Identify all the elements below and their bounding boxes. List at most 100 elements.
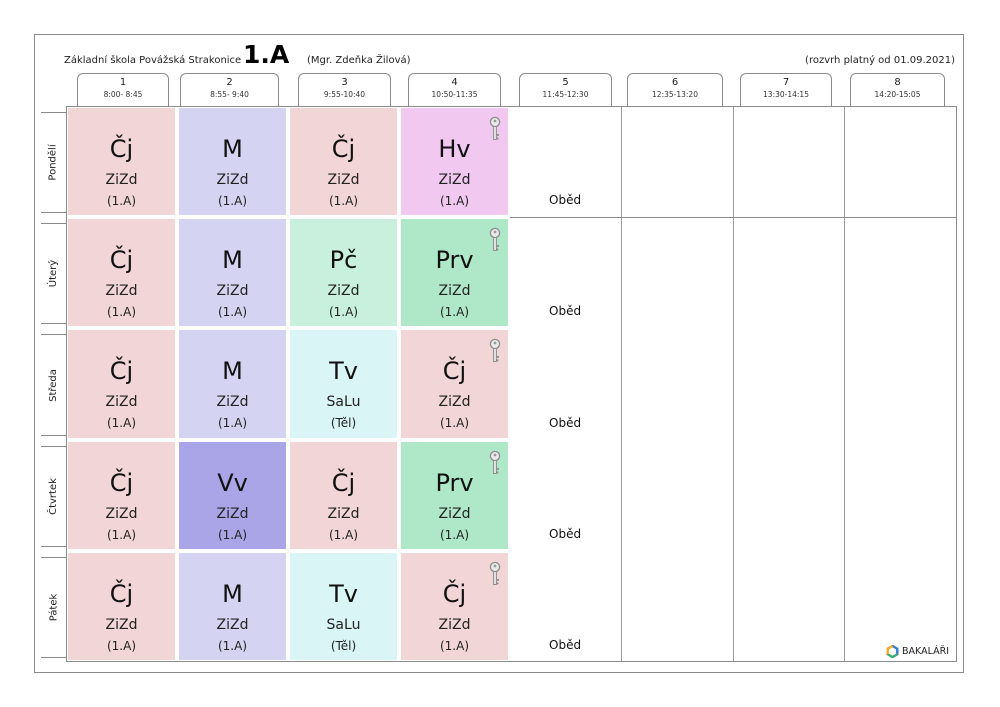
lesson-group: (1.A) <box>328 305 359 319</box>
period-tab-8: 8 14:20-15:05 <box>850 73 945 107</box>
lesson-subject: Prv <box>435 246 474 274</box>
validity-date: (rozvrh platný od 01.09.2021) <box>805 55 955 66</box>
lesson-cell[interactable]: Prv ZiZd (1.A) <box>401 442 508 549</box>
lesson-group: (1.A) <box>439 639 470 653</box>
row-divider <box>510 217 957 218</box>
period-time: 8:00- 8:45 <box>103 90 143 99</box>
lesson-group: (1.A) <box>328 528 359 542</box>
day-tab-edge <box>41 334 66 335</box>
period-time: 12:35-13:20 <box>652 90 698 99</box>
lesson-group: (1.A) <box>106 528 137 542</box>
lesson-teacher: ZiZd <box>438 394 471 410</box>
lesson-subject: Hv <box>438 135 471 163</box>
lesson-group: (1.A) <box>217 416 248 430</box>
period-time: 9:55-10:40 <box>323 90 366 99</box>
lesson-subject: Prv <box>435 469 474 497</box>
day-tab-edge <box>41 223 66 224</box>
lesson-cell[interactable]: Čj ZiZd (1.A) <box>290 442 397 549</box>
lesson-subject: Čj <box>109 469 134 497</box>
lesson-teacher: ZiZd <box>216 172 249 188</box>
lesson-subject: Vv <box>217 469 248 497</box>
day-name: Pondělí <box>48 144 59 181</box>
lesson-teacher: ZiZd <box>105 283 138 299</box>
lesson-cell[interactable]: Pč ZiZd (1.A) <box>290 219 397 326</box>
lesson-group: (1.A) <box>439 416 470 430</box>
lesson-teacher: ZiZd <box>438 617 471 633</box>
lesson-cell[interactable]: M ZiZd (1.A) <box>179 553 286 660</box>
day-label-1: Pondělí <box>41 112 66 213</box>
period-time: 8:55- 9:40 <box>210 90 249 99</box>
lesson-teacher: ZiZd <box>438 172 471 188</box>
lesson-teacher: ZiZd <box>438 283 471 299</box>
lesson-group: (1.A) <box>328 194 359 208</box>
key-icon <box>489 116 501 140</box>
period-tab-6: 6 12:35-13:20 <box>627 73 723 107</box>
period-number: 8 <box>894 77 901 88</box>
class-name: 1.A <box>243 40 290 69</box>
lesson-teacher: ZiZd <box>216 283 249 299</box>
lesson-group: (1.A) <box>217 194 248 208</box>
lesson-cell[interactable]: Hv ZiZd (1.A) <box>401 108 508 215</box>
lunch-label: Oběd <box>549 193 582 207</box>
lesson-cell[interactable]: Čj ZiZd (1.A) <box>401 553 508 660</box>
school-name: Základní škola Povážská Strakonice <box>64 55 242 66</box>
lunch-label: Oběd <box>549 638 582 652</box>
day-name: Středa <box>48 368 60 402</box>
lunch-label: Oběd <box>549 304 582 318</box>
lesson-cell[interactable]: M ZiZd (1.A) <box>179 108 286 215</box>
period-number: 6 <box>671 77 679 88</box>
lunch-label: Oběd <box>549 416 582 430</box>
lesson-teacher: SaLu <box>326 394 361 410</box>
lesson-cell[interactable]: M ZiZd (1.A) <box>179 330 286 438</box>
lesson-cell[interactable]: M ZiZd (1.A) <box>179 219 286 326</box>
day-tab-edge <box>41 657 66 658</box>
lesson-cell[interactable]: Tv SaLu (Těl) <box>290 330 397 438</box>
lesson-subject: Pč <box>329 246 358 274</box>
day-label-4: Čtvrtek <box>41 446 66 547</box>
period-tab-5: 5 11:45-12:30 <box>519 73 612 107</box>
lesson-subject: Čj <box>442 357 467 385</box>
period-tab-1: 1 8:00- 8:45 <box>77 73 169 107</box>
lesson-cell[interactable]: Čj ZiZd (1.A) <box>68 219 175 326</box>
day-tab-edge <box>41 212 66 213</box>
day-label-wrap: Středa <box>41 334 66 436</box>
lesson-cell[interactable]: Vv ZiZd (1.A) <box>179 442 286 549</box>
day-label-wrap: Pátek <box>41 557 66 658</box>
period-number: 3 <box>341 77 348 88</box>
lesson-teacher: SaLu <box>326 617 361 633</box>
lesson-group: (1.A) <box>106 416 137 430</box>
lesson-group: (1.A) <box>217 528 248 542</box>
lesson-subject: Tv <box>329 580 358 608</box>
lesson-group: (1.A) <box>439 528 470 542</box>
day-label-wrap: Čtvrtek <box>41 446 66 547</box>
lesson-cell[interactable]: Prv ZiZd (1.A) <box>401 219 508 326</box>
day-tab-edge <box>41 435 66 436</box>
lesson-cell[interactable]: Čj ZiZd (1.A) <box>401 330 508 438</box>
lesson-subject: Čj <box>109 357 134 385</box>
lesson-cell[interactable]: Čj ZiZd (1.A) <box>68 330 175 438</box>
lesson-teacher: ZiZd <box>438 506 471 522</box>
lesson-teacher: ZiZd <box>216 394 249 410</box>
period-divider <box>621 106 622 662</box>
period-tab-2: 2 8:55- 9:40 <box>180 73 279 107</box>
lesson-group: (1.A) <box>217 639 248 653</box>
period-number: 4 <box>451 77 458 88</box>
lesson-subject: M <box>222 580 243 608</box>
lesson-teacher: ZiZd <box>327 283 360 299</box>
lesson-cell[interactable]: Čj ZiZd (1.A) <box>68 442 175 549</box>
lesson-cell[interactable]: Čj ZiZd (1.A) <box>68 108 175 215</box>
lesson-cell[interactable]: Tv SaLu (Těl) <box>290 553 397 660</box>
period-number: 1 <box>119 77 127 88</box>
lesson-group: (1.A) <box>439 194 470 208</box>
period-tab-3: 3 9:55-10:40 <box>298 73 391 107</box>
lesson-teacher: ZiZd <box>327 172 360 188</box>
class-teacher: (Mgr. Zdeňka Žilová) <box>307 55 411 66</box>
day-label-wrap: Úterý <box>41 223 66 324</box>
lesson-teacher: ZiZd <box>105 506 138 522</box>
lesson-subject: M <box>222 246 243 274</box>
lesson-cell[interactable]: Čj ZiZd (1.A) <box>68 553 175 660</box>
day-tab-edge <box>41 546 66 547</box>
period-divider <box>733 106 734 662</box>
lesson-cell[interactable]: Čj ZiZd (1.A) <box>290 108 397 215</box>
day-label-3: Středa <box>41 334 66 436</box>
